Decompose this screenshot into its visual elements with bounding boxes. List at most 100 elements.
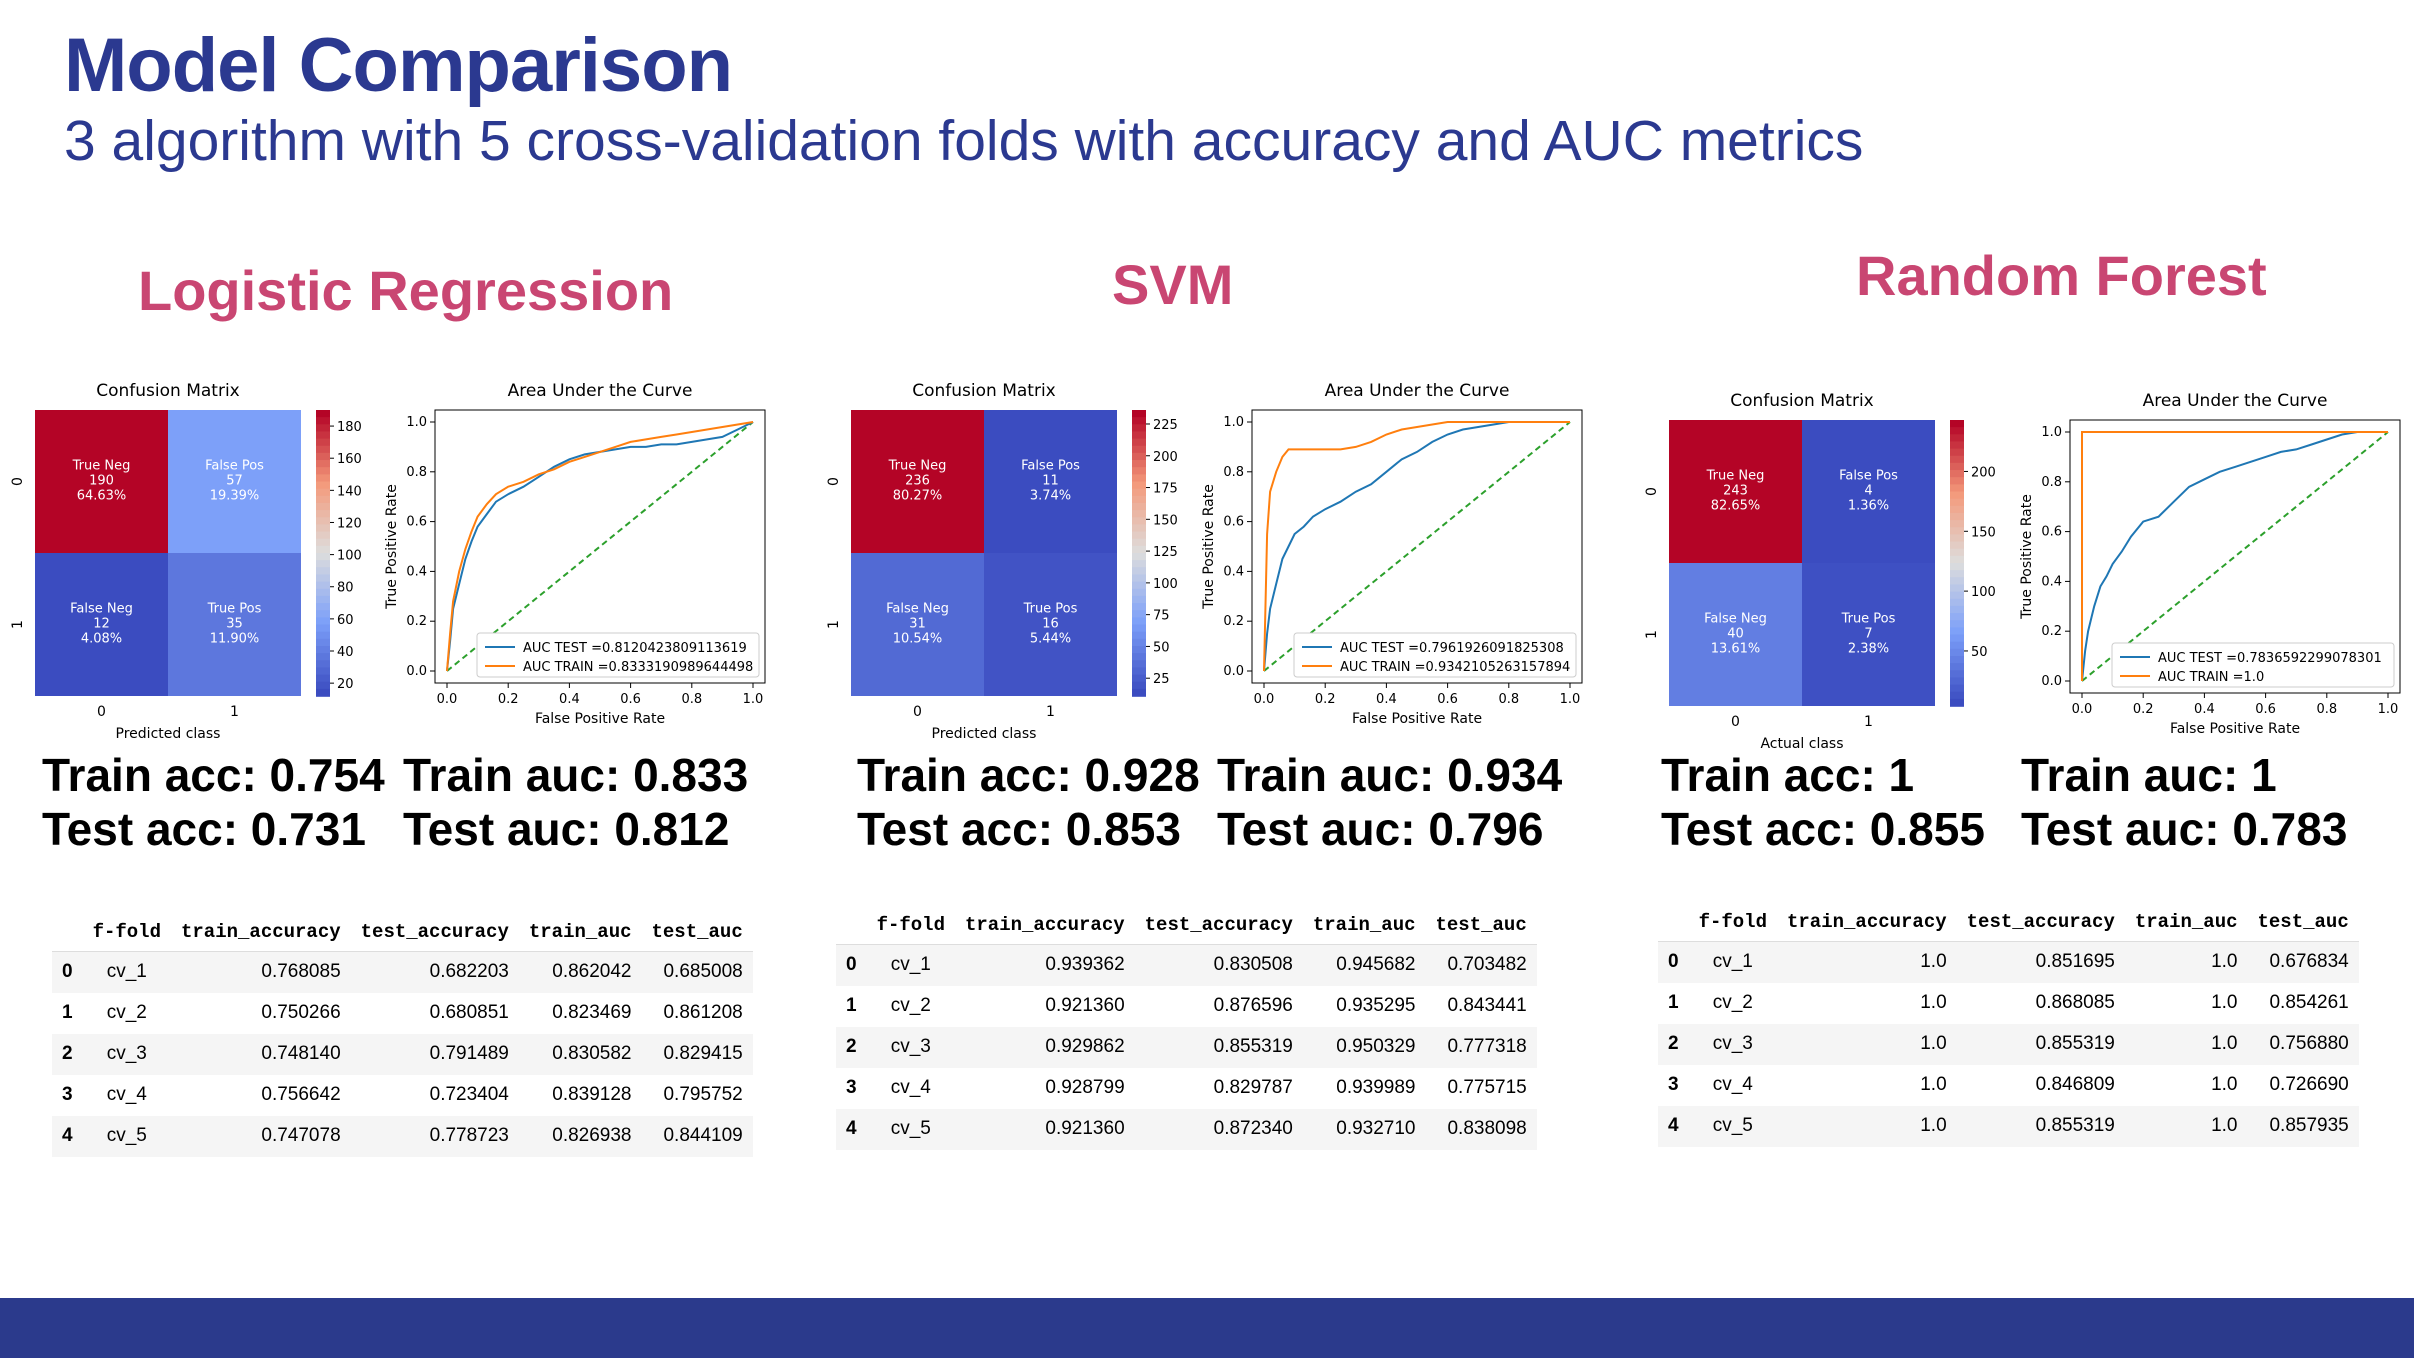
heatmap-cell [35,410,168,553]
table-cell: 3 [846,1077,857,1098]
cell-count: 16 [1042,617,1059,632]
heatmap-cell [35,553,168,696]
table-header: test_accuracy [1134,914,1303,945]
colorbar-segment [1950,512,1964,521]
y-tick-label: 0.6 [1223,515,1244,530]
colorbar-segment [1950,491,1964,500]
colorbar-tick-label: 120 [337,516,362,531]
legend-label: AUC TEST =0.7836592299078301 [2158,651,2382,666]
colorbar-segment [1132,638,1146,647]
page-subtitle: 3 algorithm with 5 cross-validation fold… [64,109,1864,173]
colorbar-segment [316,674,330,683]
colorbar-segment [1950,670,1964,679]
table-cell: 4 [846,1118,857,1139]
colorbar-segment [316,524,330,533]
colorbar-tick-label: 225 [1153,418,1178,433]
colorbar-segment [1132,624,1146,633]
colorbar-segment [1132,631,1146,640]
table-cell: 0.921360 [1045,995,1125,1016]
table-cell: 0.862042 [552,961,632,983]
table-cell: 0.950329 [1336,1036,1416,1057]
y-axis-label: True Positive Rate [1201,484,1217,610]
colorbar-tick-label: 100 [1971,585,1996,600]
train-auc-logistic-regression: Train auc: 0.833 [403,749,749,801]
colorbar-segment [316,581,330,590]
roc-chart-svm: Area Under the Curve 0.0 0.2 0.4 0.6 0.8 1.0 0.… [1201,381,1583,727]
diagonal-reference-line [1263,421,1571,672]
heatmap-cell [1802,420,1935,563]
table-cell: cv_1 [1712,951,1753,973]
table-cell: 0.851695 [2035,951,2115,973]
table-cell: 0.939362 [1045,954,1125,976]
cell-count: 4 [1864,484,1872,499]
y-tick-label: 0.0 [1223,664,1244,679]
colorbar-segment [1132,660,1146,669]
colorbar-segment [1950,655,1964,664]
roc-test-line [2081,431,2388,682]
table-cell: 2 [846,1036,857,1057]
colorbar-segment [316,460,330,468]
table-row: 4 cv_5 0.747078 0.778723 0.826938 0.844109 [52,1115,753,1157]
colorbar-segment [1950,691,1964,700]
train-auc-random-forest: Train auc: 1 [2021,749,2277,801]
colorbar-segment [1132,610,1146,619]
legend-label: AUC TRAIN =1.0 [2158,670,2264,685]
colorbar-segment [1950,627,1964,636]
colorbar-tick-label: 50 [1971,645,1988,660]
x-tick-label: 0 [97,704,106,720]
y-tick-label: 0.4 [1223,564,1244,579]
colorbar-tick-label: 150 [1153,513,1178,528]
table-cell: 0.748140 [261,1043,341,1064]
cell-percent: 10.54% [893,632,943,647]
table-cell: 0.726690 [2269,1074,2349,1095]
table-header: f-fold [866,914,955,945]
colorbar-segment [1132,603,1146,611]
table-cell: 1 [62,1002,73,1023]
y-tick-label: 0.2 [1223,614,1244,629]
test-acc-random-forest: Test acc: 0.855 [1661,803,1985,855]
colorbar-segment [1950,548,1964,557]
heatmap-cell [168,553,301,696]
table-header: f-fold [1688,911,1777,942]
y-tick-label: 1.0 [2041,425,2062,440]
colorbar-segment [316,438,330,447]
x-tick-label: 1 [230,704,239,720]
colorbar-segment [316,517,330,526]
y-tick-label: 0.6 [2041,525,2062,540]
table-header: test_auc [1425,914,1537,945]
colorbar-segment [316,631,330,640]
table-cell: 0.791489 [429,1043,509,1064]
colorbar-segment [1132,474,1146,483]
table-cell: 0.855319 [1213,1036,1293,1057]
table-row: 1 cv_2 0.750266 0.680851 0.823469 0.861208 [52,993,753,1034]
colorbar-segment [316,417,330,426]
table-cell: 0.829787 [1213,1077,1293,1098]
x-axis-label: Predicted class [932,726,1037,742]
heatmap-cell [851,553,984,696]
x-tick-label: 0.0 [437,692,458,707]
colorbar-segment [1950,698,1964,707]
legend-box [2111,642,2395,688]
chart-title: Area Under the Curve [1325,381,1510,401]
colorbar-tick-label: 150 [1971,525,1996,540]
colorbar-segment [316,624,330,633]
table-cell: 1.0 [1920,1033,1947,1054]
cv-table-svm: f-fold train_accuracy test_accuracy train_a… [836,914,1537,1150]
table-cell: 1.0 [1920,951,1947,973]
table-cell: 0.861208 [663,1002,743,1023]
train-acc-logistic-regression: Train acc: 0.754 [42,749,385,801]
chart-title: Area Under the Curve [2143,391,2328,411]
table-cell: cv_1 [890,954,931,976]
table-cell: 0.854261 [2269,992,2349,1013]
colorbar-segment [1950,563,1964,571]
colorbar-tick-label: 140 [337,484,362,499]
cell-percent: 13.61% [1711,642,1761,657]
table-cell: 0.703482 [1447,954,1527,976]
table-header: train_accuracy [955,914,1135,945]
model-title-svm: SVM [1112,253,1234,316]
heatmap-cell [168,410,301,553]
table-row: 3 cv_4 1.0 0.846809 1.0 0.726690 [1658,1065,2359,1106]
colorbar-tick-label: 100 [1153,577,1178,592]
